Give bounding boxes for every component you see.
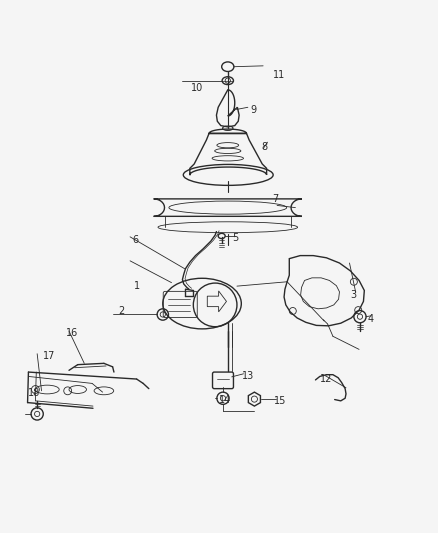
Text: 14: 14 — [218, 394, 230, 405]
Text: 12: 12 — [319, 374, 332, 384]
Text: 18: 18 — [28, 388, 40, 398]
Text: 6: 6 — [132, 236, 138, 245]
Text: 13: 13 — [242, 370, 254, 381]
Text: 11: 11 — [272, 70, 284, 80]
Text: 2: 2 — [118, 306, 124, 316]
Text: 17: 17 — [43, 351, 55, 361]
Text: 8: 8 — [260, 142, 266, 151]
Text: 5: 5 — [232, 233, 238, 243]
Text: 3: 3 — [350, 290, 356, 300]
Text: 15: 15 — [273, 396, 286, 406]
Text: 16: 16 — [66, 328, 78, 338]
Text: 10: 10 — [191, 83, 203, 93]
Text: 7: 7 — [271, 194, 277, 204]
Text: 1: 1 — [134, 281, 140, 291]
Text: 4: 4 — [367, 314, 373, 324]
Text: 9: 9 — [250, 106, 256, 115]
